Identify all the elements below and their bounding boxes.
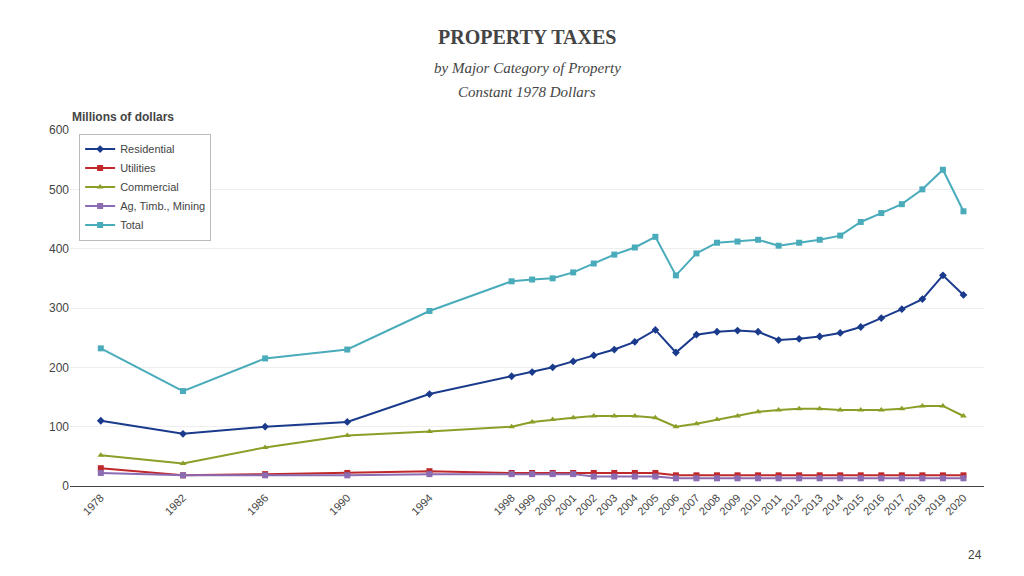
svg-text:Commercial: Commercial <box>120 181 179 193</box>
svg-text:1986: 1986 <box>245 492 271 518</box>
svg-text:Millions of dollars: Millions of dollars <box>72 110 174 124</box>
svg-text:2004: 2004 <box>614 492 640 518</box>
svg-text:1982: 1982 <box>162 492 188 518</box>
svg-text:1978: 1978 <box>80 492 106 518</box>
svg-text:2008: 2008 <box>696 492 722 518</box>
svg-text:2012: 2012 <box>779 492 805 518</box>
svg-text:2001: 2001 <box>553 492 579 518</box>
svg-text:PROPERTY TAXES: PROPERTY TAXES <box>438 26 616 48</box>
svg-text:2000: 2000 <box>532 492 558 518</box>
svg-text:2017: 2017 <box>881 492 907 518</box>
svg-text:2014: 2014 <box>820 492 846 518</box>
svg-text:24: 24 <box>968 548 982 562</box>
svg-text:2009: 2009 <box>717 492 743 518</box>
svg-text:2011: 2011 <box>759 492 784 517</box>
svg-text:500: 500 <box>49 183 69 197</box>
svg-text:2015: 2015 <box>840 492 866 518</box>
svg-text:300: 300 <box>49 301 69 315</box>
svg-text:Constant 1978 Dollars: Constant 1978 Dollars <box>458 84 596 100</box>
svg-text:200: 200 <box>49 361 69 375</box>
svg-text:2016: 2016 <box>861 492 887 518</box>
svg-text:by Major Category of Property: by Major Category of Property <box>434 60 621 76</box>
svg-text:1998: 1998 <box>491 492 517 518</box>
svg-text:0: 0 <box>62 479 69 493</box>
svg-text:100: 100 <box>49 420 69 434</box>
svg-text:2005: 2005 <box>635 492 661 518</box>
svg-text:1999: 1999 <box>512 492 538 518</box>
svg-text:2019: 2019 <box>922 492 948 518</box>
svg-text:2010: 2010 <box>738 492 764 518</box>
svg-text:2018: 2018 <box>902 492 928 518</box>
svg-text:600: 600 <box>49 123 69 137</box>
svg-text:Utilities: Utilities <box>120 162 156 174</box>
svg-text:Residential: Residential <box>120 143 174 155</box>
svg-text:Ag, Timb., Mining: Ag, Timb., Mining <box>120 200 205 212</box>
svg-text:Total: Total <box>120 219 143 231</box>
svg-text:2007: 2007 <box>676 492 702 518</box>
svg-text:1994: 1994 <box>409 492 435 518</box>
svg-text:2002: 2002 <box>573 492 599 518</box>
svg-text:2013: 2013 <box>799 492 825 518</box>
svg-text:2020: 2020 <box>943 492 969 518</box>
svg-text:1990: 1990 <box>327 492 353 518</box>
svg-text:2003: 2003 <box>594 492 620 518</box>
svg-text:2006: 2006 <box>655 492 681 518</box>
svg-text:400: 400 <box>49 242 69 256</box>
